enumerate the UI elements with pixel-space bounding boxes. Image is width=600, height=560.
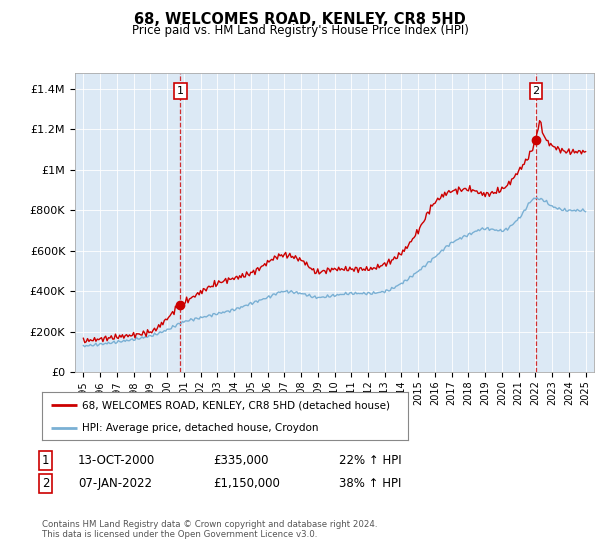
Text: 1: 1: [42, 454, 50, 466]
Text: 07-JAN-2022: 07-JAN-2022: [78, 477, 152, 490]
Text: 68, WELCOMES ROAD, KENLEY, CR8 5HD (detached house): 68, WELCOMES ROAD, KENLEY, CR8 5HD (deta…: [82, 400, 390, 410]
Text: £335,000: £335,000: [213, 454, 269, 466]
Text: 22% ↑ HPI: 22% ↑ HPI: [339, 454, 401, 466]
Text: 68, WELCOMES ROAD, KENLEY, CR8 5HD: 68, WELCOMES ROAD, KENLEY, CR8 5HD: [134, 12, 466, 27]
Text: Contains HM Land Registry data © Crown copyright and database right 2024.
This d: Contains HM Land Registry data © Crown c…: [42, 520, 377, 539]
Text: HPI: Average price, detached house, Croydon: HPI: Average price, detached house, Croy…: [82, 423, 319, 433]
Text: 38% ↑ HPI: 38% ↑ HPI: [339, 477, 401, 490]
Text: £1,150,000: £1,150,000: [213, 477, 280, 490]
Text: 2: 2: [42, 477, 50, 490]
Text: 13-OCT-2000: 13-OCT-2000: [78, 454, 155, 466]
Text: 1: 1: [177, 86, 184, 96]
Text: Price paid vs. HM Land Registry's House Price Index (HPI): Price paid vs. HM Land Registry's House …: [131, 24, 469, 37]
Text: 2: 2: [532, 86, 539, 96]
